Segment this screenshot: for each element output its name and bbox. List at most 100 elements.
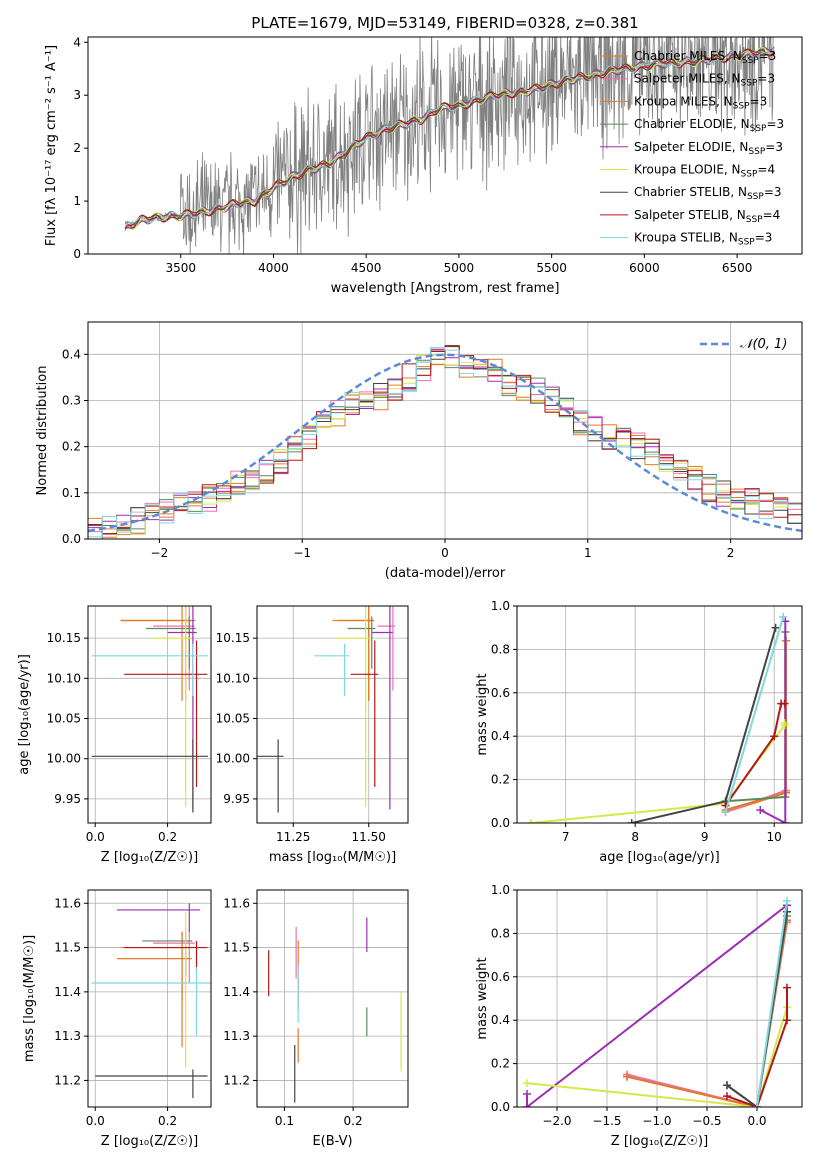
axes-frame	[516, 605, 803, 824]
legend-label: Kroupa STELIB, NSSP=3	[634, 231, 772, 248]
marker-chabrier_stelib	[783, 907, 791, 916]
y-tick-label: 3	[73, 88, 81, 102]
x-tick-label: −1	[293, 546, 311, 560]
marker-salpeter_elodie	[523, 1089, 531, 1098]
y-tick-label: 11.5	[54, 941, 81, 955]
x-tick-label: 11.50	[352, 830, 386, 844]
x-axis-label: Z [log₁₀(Z/Z☉)]	[101, 850, 198, 865]
y-tick-label: 11.3	[223, 1029, 250, 1043]
x-axis-label: (data-model)/error	[385, 566, 506, 581]
y-tick-label: 4	[73, 35, 81, 49]
y-tick-label: 11.6	[223, 896, 250, 910]
x-tick-label: 6500	[722, 261, 753, 275]
series-kroupa_stelib	[756, 900, 788, 1107]
x-tick-label: 0.2	[344, 1114, 363, 1128]
spectrum-model-chabrier_elodie	[124, 46, 775, 226]
marker-kroupa_stelib	[779, 612, 788, 621]
x-tick-label: 11.25	[276, 830, 310, 844]
axes-frame	[87, 605, 212, 824]
y-tick-label: 10.15	[216, 631, 250, 645]
x-tick-label: 0	[441, 546, 449, 560]
marker-kroupa_stelib	[753, 1103, 761, 1107]
marker-salpeter_stelib	[783, 983, 791, 992]
y-tick-label: 10.00	[47, 752, 81, 766]
y-tick-label: 11.6	[54, 896, 81, 910]
x-tick-label: 4500	[351, 261, 382, 275]
x-tick-label: 0.0	[86, 830, 105, 844]
y-tick-label: 2	[73, 141, 81, 155]
legend-label: Chabrier STELIB, NSSP=3	[634, 185, 782, 202]
spectrum-model-chabrier_stelib	[124, 48, 775, 230]
spectrum-model-salpeter_stelib	[124, 48, 775, 229]
marker-kroupa_stelib	[721, 808, 730, 817]
y-tick-label: 0.0	[62, 532, 81, 546]
marker-chabrier_stelib	[627, 819, 636, 823]
marker-chabrier_stelib	[771, 623, 780, 632]
x-axis-label: age [log₁₀(age/yr)]	[599, 850, 720, 865]
histogram-kroupa_stelib	[88, 347, 802, 539]
y-tick-label: 10.00	[216, 752, 250, 766]
x-axis-label: wavelength [Angstrom, rest frame]	[331, 281, 560, 296]
series-kroupa_elodie	[526, 1006, 788, 1107]
x-tick-label: −1.5	[592, 1114, 621, 1128]
y-tick-label: 0.0	[491, 1100, 510, 1114]
legend-label: Salpeter MILES, NSSP=3	[634, 72, 775, 89]
x-tick-label: 8	[631, 830, 639, 844]
x-tick-label: 0.0	[747, 1114, 766, 1128]
y-tick-label: 1	[73, 194, 81, 208]
marker-kroupa_miles	[623, 1072, 631, 1081]
marker-salpeter_stelib	[770, 732, 779, 741]
y-tick-label: 10.10	[216, 671, 250, 685]
x-axis-label: E(B-V)	[312, 1134, 352, 1149]
y-tick-label: 0.0	[491, 816, 510, 830]
legend-label: 𝒩(0, 1)	[740, 337, 787, 352]
marker-kroupa_stelib	[783, 896, 791, 905]
axes-age_vs_Z: 0.0 0.2 9.95 10.00 10.05 10.10 10.15 Z [log₁₀(Z…	[17, 605, 212, 865]
series-kroupa_stelib	[724, 616, 785, 813]
y-tick-label: 9.95	[223, 792, 250, 806]
y-tick-label: 11.3	[54, 1029, 81, 1043]
histogram-salpeter_stelib	[88, 346, 802, 539]
x-tick-label: −2	[151, 546, 169, 560]
x-tick-label: 6000	[629, 261, 660, 275]
y-tick-label: 1.0	[491, 883, 510, 897]
y-tick-label: 10.10	[47, 671, 81, 685]
y-tick-label: 0.8	[491, 642, 510, 656]
marker-salpeter_stelib	[723, 1092, 731, 1101]
y-axis-label: mass weight	[475, 957, 490, 1039]
y-axis-label: Normed distribution	[35, 366, 50, 496]
y-tick-label: 9.95	[54, 792, 81, 806]
y-tick-label: 11.5	[223, 941, 250, 955]
marker-kroupa_elodie	[523, 1079, 531, 1088]
axes-massweight_vs_age: 7 8 9 10 0.0 0.2 0.4 0.6 0.8 1.0 age [log₁₀(age/yr…	[475, 599, 803, 865]
y-tick-label: 0.8	[491, 926, 510, 940]
legend-label: Salpeter STELIB, NSSP=4	[634, 208, 780, 225]
y-tick-label: 0.2	[491, 773, 510, 787]
y-tick-label: 0.6	[491, 686, 510, 700]
x-tick-label: 0.2	[158, 830, 177, 844]
y-tick-label: 11.4	[54, 985, 81, 999]
series-salpeter_elodie	[526, 904, 788, 1107]
legend-label: Salpeter ELODIE, NSSP=3	[634, 140, 783, 157]
x-tick-label: 0.2	[158, 1114, 177, 1128]
axes-frame	[256, 889, 409, 1108]
x-tick-label: 0.0	[86, 1114, 105, 1128]
series-salpeter_stelib	[726, 987, 788, 1107]
axes-spectrum: 3500 4000 4500 5000 5500 6000 6500 0 1 2 3 4 wavelen…	[44, 35, 803, 296]
figure-title: PLATE=1679, MJD=53149, FIBERID=0328, z=0…	[251, 14, 638, 32]
legend: Chabrier MILES, NSSP=3 Salpeter MILES, NS…	[600, 49, 784, 248]
y-tick-label: 0.2	[491, 1057, 510, 1071]
axes-age_vs_mass: 11.25 11.50 9.95 10.00 10.05 10.10 10.15 mass […	[216, 605, 409, 865]
plot-area-age_vs_Z	[91, 606, 209, 813]
x-axis-label: Z [log₁₀(Z/Z☉)]	[101, 1134, 198, 1149]
x-tick-label: −2.0	[542, 1114, 571, 1128]
y-tick-label: 11.2	[54, 1073, 81, 1087]
x-axis-label: mass [log₁₀(M/M☉)]	[269, 850, 396, 865]
marker-chabrier_stelib	[723, 1081, 731, 1090]
plot-area-massweight_vs_age	[526, 612, 791, 823]
y-axis-label: Flux [fλ 10⁻¹⁷ erg cm⁻² s⁻¹ A⁻¹]	[44, 45, 59, 246]
y-tick-label: 10.15	[47, 631, 81, 645]
y-tick-label: 0.4	[62, 347, 81, 361]
y-tick-label: 0.6	[491, 970, 510, 984]
legend-label: Kroupa ELODIE, NSSP=4	[634, 163, 775, 180]
